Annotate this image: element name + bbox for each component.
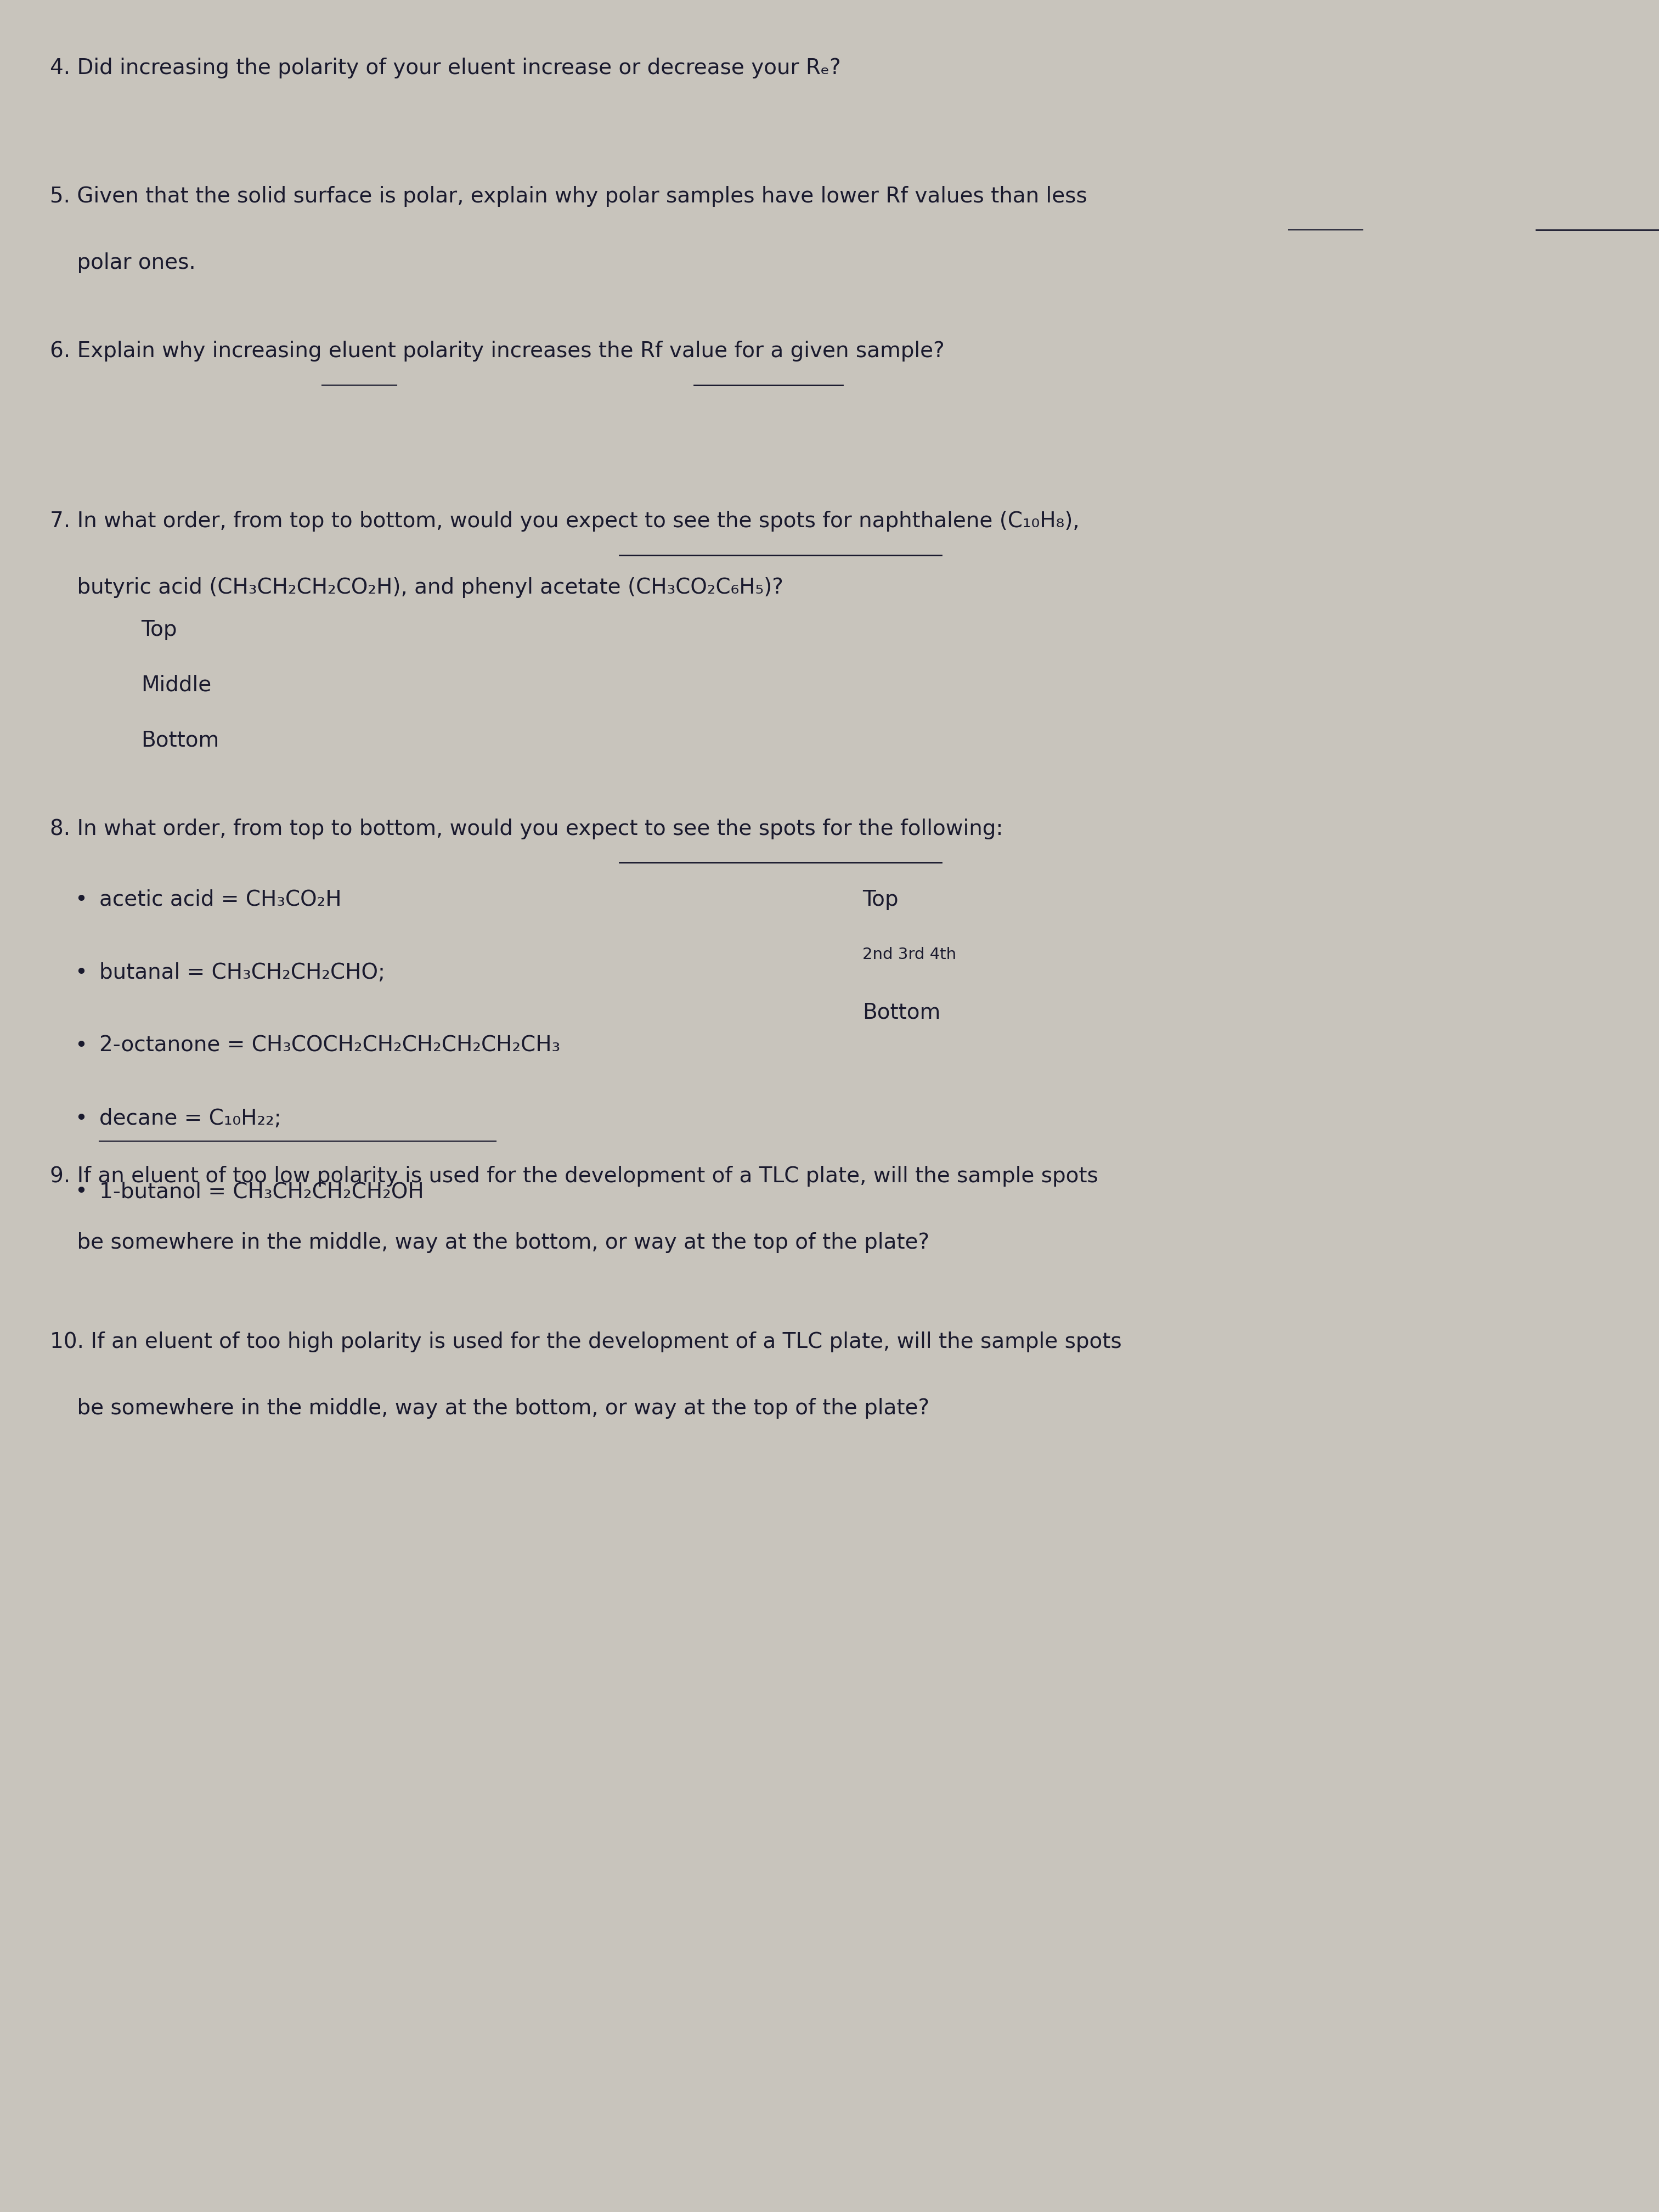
Text: •: • <box>75 1035 88 1055</box>
Text: 2nd 3rd 4th: 2nd 3rd 4th <box>863 947 957 962</box>
Text: Middle: Middle <box>141 675 211 695</box>
Text: 2-octanone = CH₃COCH₂CH₂CH₂CH₂CH₂CH₃: 2-octanone = CH₃COCH₂CH₂CH₂CH₂CH₂CH₃ <box>100 1035 561 1055</box>
Text: 10. If an eluent of too high polarity is used for the development of a TLC plate: 10. If an eluent of too high polarity is… <box>50 1332 1121 1352</box>
Text: •: • <box>75 1108 88 1128</box>
Text: Bottom: Bottom <box>141 730 219 750</box>
Text: 9. If an eluent of too low polarity is used for the development of a TLC plate, : 9. If an eluent of too low polarity is u… <box>50 1166 1098 1186</box>
Text: decane = C₁₀H₂₂;: decane = C₁₀H₂₂; <box>100 1108 282 1128</box>
Text: butyric acid (CH₃CH₂CH₂CO₂H), and phenyl acetate (CH₃CO₂C₆H₅)?: butyric acid (CH₃CH₂CH₂CO₂H), and phenyl… <box>50 577 783 597</box>
Text: 5. Given that the solid surface is polar, explain why polar samples have lower R: 5. Given that the solid surface is polar… <box>50 186 1087 206</box>
Text: •: • <box>75 1181 88 1201</box>
Text: polar ones.: polar ones. <box>50 252 196 272</box>
Text: 6. Explain why increasing eluent polarity increases the Rf value for a given sam: 6. Explain why increasing eluent polarit… <box>50 341 944 361</box>
Text: be somewhere in the middle, way at the bottom, or way at the top of the plate?: be somewhere in the middle, way at the b… <box>50 1232 929 1252</box>
Text: Top: Top <box>863 889 899 909</box>
Text: 1-butanol = CH₃CH₂CH₂CH₂OH: 1-butanol = CH₃CH₂CH₂CH₂OH <box>100 1181 425 1201</box>
Text: 8. In what order, from top to bottom, would you expect to see the spots for the : 8. In what order, from top to bottom, wo… <box>50 818 1004 838</box>
Text: 7. In what order, from top to bottom, would you expect to see the spots for naph: 7. In what order, from top to bottom, wo… <box>50 511 1080 531</box>
Text: butanal = CH₃CH₂CH₂CHO;: butanal = CH₃CH₂CH₂CHO; <box>100 962 385 982</box>
Text: Top: Top <box>141 619 178 639</box>
Text: Bottom: Bottom <box>863 1002 941 1022</box>
Text: •: • <box>75 889 88 909</box>
Text: acetic acid = CH₃CO₂H: acetic acid = CH₃CO₂H <box>100 889 342 909</box>
Text: be somewhere in the middle, way at the bottom, or way at the top of the plate?: be somewhere in the middle, way at the b… <box>50 1398 929 1418</box>
Text: 4. Did increasing the polarity of your eluent increase or decrease your Rₑ?: 4. Did increasing the polarity of your e… <box>50 58 841 77</box>
Text: •: • <box>75 962 88 982</box>
